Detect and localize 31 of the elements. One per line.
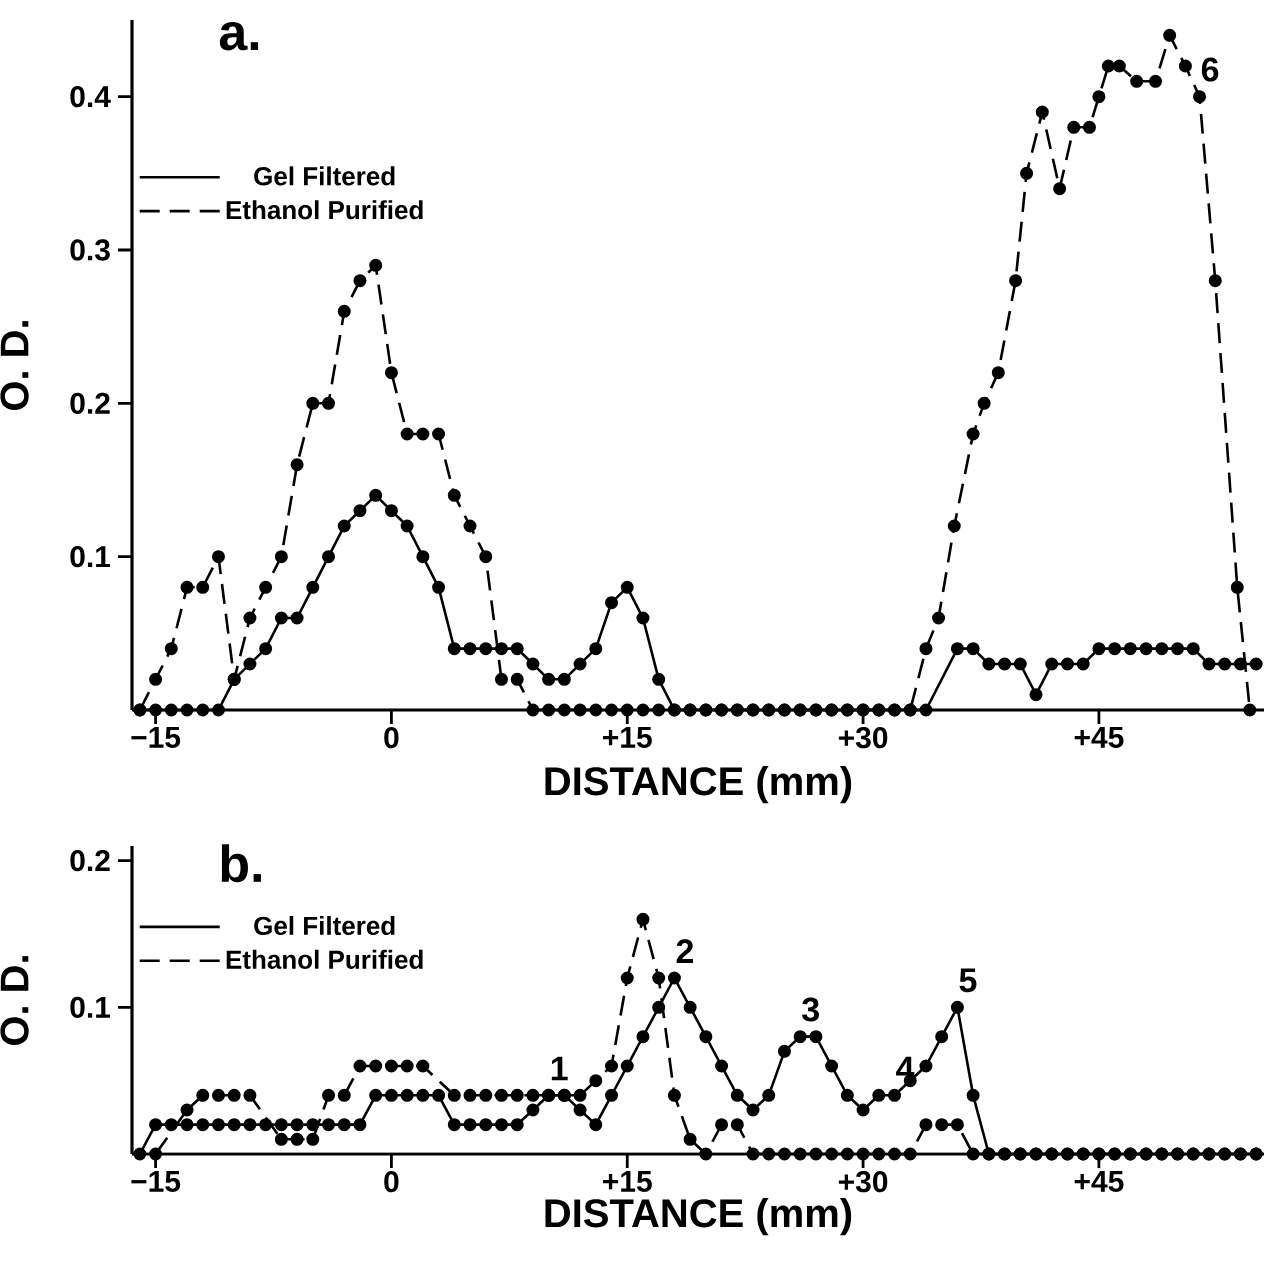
annotation: 1: [551, 1056, 568, 1081]
legend-label: Ethanol Purified: [226, 949, 423, 969]
y-tick-label: 0.2: [70, 392, 110, 414]
x-tick-label: +15: [603, 727, 652, 748]
y-axis-title: O. D.: [0, 956, 29, 1046]
x-tick-label: +45: [1074, 727, 1124, 748]
annotation: 3: [802, 997, 819, 1022]
x-tick-label: +30: [838, 1171, 888, 1193]
x-tick-label: +15: [603, 1171, 652, 1192]
annotation: 5: [959, 968, 977, 993]
annotation: 2: [676, 939, 694, 963]
x-tick-label: +45: [1074, 1171, 1124, 1192]
legend-label: Ethanol Purified: [226, 200, 423, 220]
y-tick-label: 0.2: [70, 850, 110, 872]
legend-label: Gel Filtered: [254, 166, 395, 186]
y-tick-label: 0.4: [70, 86, 111, 108]
y-axis-title: O. D.: [0, 321, 29, 411]
y-tick-label: 0.1: [70, 996, 111, 1018]
x-tick-label: −15: [131, 1171, 181, 1192]
x-axis-title: DISTANCE (mm): [545, 1198, 852, 1236]
chart-title: b.: [221, 844, 261, 883]
x-tick-label: 0: [384, 1171, 399, 1193]
y-tick-label: 0.1: [70, 546, 111, 568]
chart-title: a.: [219, 21, 259, 51]
x-axis-title: DISTANCE (mm): [545, 766, 852, 804]
legend-label: Gel Filtered: [254, 915, 395, 936]
x-tick-label: +30: [838, 727, 888, 749]
x-tick-label: 0: [384, 727, 399, 749]
y-tick-label: 0.3: [70, 239, 110, 261]
annotation: 6: [1201, 57, 1219, 82]
x-tick-label: −15: [131, 727, 181, 748]
